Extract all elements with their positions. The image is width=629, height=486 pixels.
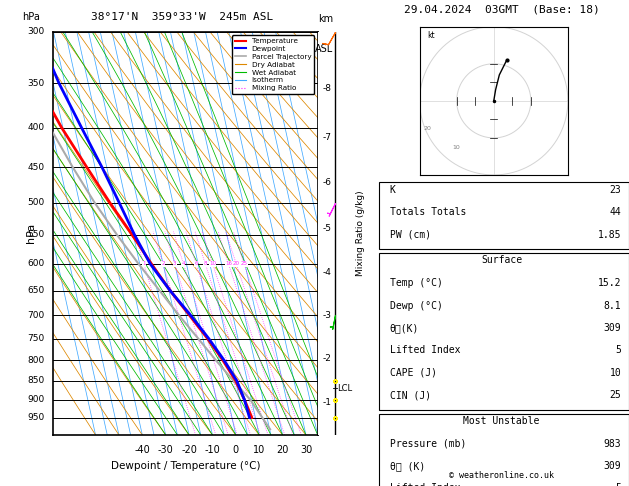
Text: 2: 2 bbox=[161, 261, 165, 266]
Text: Lifted Index: Lifted Index bbox=[389, 484, 460, 486]
Text: 8.1: 8.1 bbox=[604, 301, 621, 311]
Text: Totals Totals: Totals Totals bbox=[389, 208, 466, 217]
Text: 10: 10 bbox=[209, 261, 216, 266]
Text: 550: 550 bbox=[27, 230, 44, 239]
Bar bbox=[379, 253, 629, 410]
Text: 20: 20 bbox=[233, 261, 240, 266]
Text: Temp (°C): Temp (°C) bbox=[389, 278, 442, 288]
Text: 309: 309 bbox=[604, 323, 621, 333]
Text: 10: 10 bbox=[453, 145, 460, 150]
Text: -4: -4 bbox=[323, 268, 332, 277]
Text: 650: 650 bbox=[27, 286, 44, 295]
Text: 30: 30 bbox=[300, 445, 312, 455]
Text: -3: -3 bbox=[323, 312, 332, 320]
Text: 400: 400 bbox=[27, 123, 44, 133]
Text: 309: 309 bbox=[604, 461, 621, 471]
Text: Lifted Index: Lifted Index bbox=[389, 346, 460, 355]
Text: -20: -20 bbox=[181, 445, 197, 455]
Text: © weatheronline.co.uk: © weatheronline.co.uk bbox=[449, 471, 554, 480]
Text: 300: 300 bbox=[27, 27, 44, 36]
Text: 950: 950 bbox=[27, 413, 44, 422]
Text: 900: 900 bbox=[27, 395, 44, 404]
Text: 10: 10 bbox=[253, 445, 265, 455]
Text: -40: -40 bbox=[135, 445, 150, 455]
Text: 10: 10 bbox=[610, 368, 621, 378]
Text: -30: -30 bbox=[158, 445, 174, 455]
Text: CIN (J): CIN (J) bbox=[389, 390, 431, 400]
Text: 1: 1 bbox=[142, 261, 145, 266]
Text: Dewp (°C): Dewp (°C) bbox=[389, 301, 442, 311]
Text: 23: 23 bbox=[610, 185, 621, 195]
Text: kt: kt bbox=[427, 31, 435, 40]
Text: -7: -7 bbox=[323, 133, 332, 141]
Text: Surface: Surface bbox=[481, 256, 522, 265]
Text: 38°17'N  359°33'W  245m ASL: 38°17'N 359°33'W 245m ASL bbox=[91, 12, 274, 22]
Text: LCL: LCL bbox=[337, 384, 353, 393]
Text: 600: 600 bbox=[27, 260, 44, 268]
Text: Most Unstable: Most Unstable bbox=[464, 416, 540, 426]
Text: 44: 44 bbox=[610, 208, 621, 217]
Bar bbox=[379, 414, 629, 486]
Bar bbox=[379, 182, 629, 249]
Text: 700: 700 bbox=[27, 311, 44, 320]
Text: 8: 8 bbox=[204, 261, 207, 266]
Text: Pressure (mb): Pressure (mb) bbox=[389, 439, 466, 449]
Text: θᴇ(K): θᴇ(K) bbox=[389, 323, 419, 333]
Text: -1: -1 bbox=[323, 398, 332, 407]
Text: 25: 25 bbox=[241, 261, 248, 266]
Text: -2: -2 bbox=[323, 354, 332, 363]
Text: 350: 350 bbox=[27, 79, 44, 88]
Text: 25: 25 bbox=[610, 390, 621, 400]
Text: -5: -5 bbox=[323, 224, 332, 233]
Text: 983: 983 bbox=[604, 439, 621, 449]
Text: hPa: hPa bbox=[22, 12, 40, 21]
Text: 5: 5 bbox=[616, 346, 621, 355]
Text: 500: 500 bbox=[27, 198, 44, 207]
Text: 20: 20 bbox=[276, 445, 289, 455]
Text: ASL: ASL bbox=[315, 44, 333, 53]
Text: 450: 450 bbox=[27, 163, 44, 172]
Text: PW (cm): PW (cm) bbox=[389, 230, 431, 240]
Text: 16: 16 bbox=[225, 261, 232, 266]
Text: -8: -8 bbox=[323, 85, 332, 93]
Text: CAPE (J): CAPE (J) bbox=[389, 368, 437, 378]
Text: 4: 4 bbox=[182, 261, 185, 266]
Text: 0: 0 bbox=[233, 445, 239, 455]
Text: 1.85: 1.85 bbox=[598, 230, 621, 240]
Text: 5: 5 bbox=[616, 484, 621, 486]
Text: -10: -10 bbox=[204, 445, 220, 455]
Text: 800: 800 bbox=[27, 356, 44, 364]
Text: K: K bbox=[389, 185, 396, 195]
Text: Dewpoint / Temperature (°C): Dewpoint / Temperature (°C) bbox=[111, 461, 260, 471]
Text: hPa: hPa bbox=[26, 223, 36, 243]
Text: Mixing Ratio (g/kg): Mixing Ratio (g/kg) bbox=[355, 191, 365, 276]
Text: 29.04.2024  03GMT  (Base: 18): 29.04.2024 03GMT (Base: 18) bbox=[404, 5, 599, 15]
Text: 850: 850 bbox=[27, 376, 44, 385]
Legend: Temperature, Dewpoint, Parcel Trajectory, Dry Adiabat, Wet Adiabat, Isotherm, Mi: Temperature, Dewpoint, Parcel Trajectory… bbox=[232, 35, 314, 94]
Text: 3: 3 bbox=[173, 261, 177, 266]
Text: km: km bbox=[318, 14, 333, 23]
Text: 750: 750 bbox=[27, 334, 44, 343]
Text: 15.2: 15.2 bbox=[598, 278, 621, 288]
Text: 6: 6 bbox=[194, 261, 198, 266]
Text: 20: 20 bbox=[423, 126, 431, 132]
Text: θᴇ (K): θᴇ (K) bbox=[389, 461, 425, 471]
Text: -6: -6 bbox=[323, 178, 332, 187]
